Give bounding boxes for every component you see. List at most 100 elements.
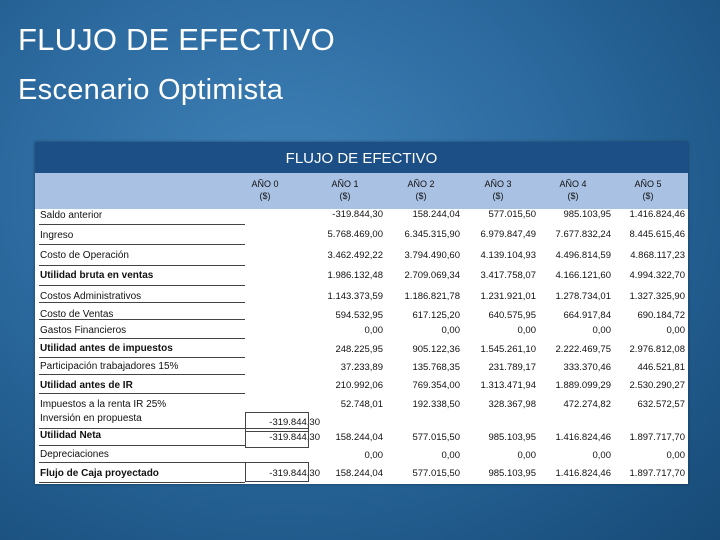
row-label: Costo de Ventas bbox=[40, 309, 114, 320]
column-header-year-5: AÑO 5 ($) bbox=[634, 179, 662, 201]
cell-year-4: 664.917,84 bbox=[563, 310, 611, 321]
row-divider bbox=[39, 374, 245, 375]
cell-year-3: 985.103,95 bbox=[488, 432, 536, 443]
cell-year-3: 640.575,95 bbox=[488, 310, 536, 321]
cell-year-5: 2.530.290,27 bbox=[629, 380, 685, 391]
cell-year-3: 231.789,17 bbox=[488, 362, 536, 373]
row-label: Ingreso bbox=[40, 230, 74, 241]
row-label: Utilidad antes de impuestos bbox=[40, 343, 173, 354]
row-label: Utilidad antes de IR bbox=[40, 380, 133, 391]
row-label: Gastos Financieros bbox=[40, 325, 127, 336]
cell-year-4: 333.370,46 bbox=[563, 362, 611, 373]
cell-year-3: 3.417.758,07 bbox=[480, 270, 536, 281]
cell-year-0: -319.844,30 bbox=[269, 432, 320, 443]
column-header-year-3: AÑO 3 ($) bbox=[484, 179, 512, 201]
cell-year-1: 158.244,04 bbox=[335, 468, 383, 479]
cell-year-5: 1.897.717,70 bbox=[629, 432, 685, 443]
row-label: Costos Administrativos bbox=[40, 291, 142, 302]
cell-year-1: -319.844,30 bbox=[332, 209, 383, 220]
column-header-band: AÑO 0 ($) AÑO 1 ($) AÑO 2 ($) AÑO 3 ($) AÑO … bbox=[35, 173, 688, 209]
cell-year-2: 577.015,50 bbox=[412, 432, 460, 443]
cell-year-3: 4.139.104,93 bbox=[480, 250, 536, 261]
row-divider bbox=[39, 224, 245, 225]
row-divider bbox=[39, 428, 245, 429]
row-divider bbox=[39, 482, 245, 483]
cell-year-4: 1.416.824,46 bbox=[555, 432, 611, 443]
cell-year-3: 577.015,50 bbox=[488, 209, 536, 220]
cell-year-4: 0,00 bbox=[592, 325, 612, 336]
cell-year-5: 632.572,57 bbox=[637, 399, 685, 410]
cell-year-1: 37.233,89 bbox=[340, 362, 383, 373]
slide-subtitle: Escenario Optimista bbox=[18, 74, 284, 106]
cash-flow-table: FLUJO DE EFECTIVO AÑO 0 ($) AÑO 1 ($) AÑO … bbox=[35, 142, 688, 484]
cell-year-4: 4.166.121,60 bbox=[555, 270, 611, 281]
cell-year-3: 328.367,98 bbox=[488, 399, 536, 410]
cell-year-1: 248.225,95 bbox=[335, 344, 383, 355]
cell-year-2: 617.125,20 bbox=[412, 310, 460, 321]
row-divider bbox=[39, 244, 245, 245]
row-label: Inversión en propuesta bbox=[40, 413, 142, 424]
row-divider bbox=[39, 338, 245, 339]
cell-year-3: 985.103,95 bbox=[488, 468, 536, 479]
cell-year-4: 985.103,95 bbox=[563, 209, 611, 220]
cell-year-3: 1.545.261,10 bbox=[480, 344, 536, 355]
row-divider bbox=[39, 302, 245, 303]
cell-year-2: 1.186.821,78 bbox=[404, 291, 460, 302]
cell-year-5: 690.184,72 bbox=[637, 310, 685, 321]
cell-year-2: 6.345.315,90 bbox=[404, 229, 460, 240]
row-divider bbox=[39, 462, 245, 463]
row-label: Depreciaciones bbox=[40, 449, 109, 460]
cell-year-5: 0,00 bbox=[666, 450, 686, 461]
row-divider bbox=[39, 357, 245, 358]
cell-year-1: 5.768.469,00 bbox=[327, 229, 383, 240]
column-header-year-4: AÑO 4 ($) bbox=[559, 179, 587, 201]
cell-year-5: 4.868.117,23 bbox=[630, 250, 685, 261]
year-0-cell-border bbox=[245, 462, 309, 482]
cell-year-3: 6.979.847,49 bbox=[480, 229, 536, 240]
cell-year-2: 905.122,36 bbox=[412, 344, 460, 355]
cell-year-4: 7.677.832,24 bbox=[555, 229, 611, 240]
row-label: Saldo anterior bbox=[40, 210, 103, 221]
cell-year-5: 0,00 bbox=[666, 325, 686, 336]
cell-year-3: 1.313.471,94 bbox=[480, 380, 536, 391]
row-label: Participación trabajadores 15% bbox=[40, 361, 179, 372]
cell-year-4: 2.222.469,75 bbox=[555, 344, 611, 355]
cell-year-5: 1.327.325,90 bbox=[629, 291, 685, 302]
cell-year-1: 3.462.492,22 bbox=[327, 250, 383, 261]
cell-year-3: 1.231.921,01 bbox=[480, 291, 536, 302]
column-header-year-2: AÑO 2 ($) bbox=[407, 179, 435, 201]
cell-year-2: 577.015,50 bbox=[412, 468, 460, 479]
cell-year-4: 1.416.824,46 bbox=[555, 468, 611, 479]
cell-year-4: 1.889.099,29 bbox=[555, 380, 611, 391]
slide-title: FLUJO DE EFECTIVO bbox=[18, 22, 335, 57]
cell-year-0: -319.844,30 bbox=[269, 417, 320, 428]
row-divider bbox=[39, 319, 245, 320]
cell-year-5: 446.521,81 bbox=[637, 362, 685, 373]
cell-year-5: 1.416.824,46 bbox=[629, 209, 685, 220]
row-divider bbox=[39, 265, 245, 266]
cell-year-5: 2.976.812,08 bbox=[629, 344, 685, 355]
row-label: Flujo de Caja proyectado bbox=[40, 468, 159, 479]
column-header-year-1: AÑO 1 ($) bbox=[331, 179, 359, 201]
cell-year-1: 210.992,06 bbox=[335, 380, 383, 391]
row-label: Utilidad bruta en ventas bbox=[40, 270, 154, 281]
cell-year-5: 4.994.322,70 bbox=[629, 270, 685, 281]
cell-year-0: -319.844,30 bbox=[269, 468, 320, 479]
cell-year-1: 0,00 bbox=[364, 450, 384, 461]
cell-year-1: 52.748,01 bbox=[340, 399, 383, 410]
cell-year-3: 0,00 bbox=[517, 450, 537, 461]
cell-year-5: 1.897.717,70 bbox=[629, 468, 685, 479]
cell-year-2: 769.354,00 bbox=[412, 380, 460, 391]
row-divider bbox=[39, 393, 245, 394]
row-label: Utilidad Neta bbox=[40, 430, 102, 441]
cell-year-1: 594.532,95 bbox=[335, 310, 383, 321]
cell-year-2: 158.244,04 bbox=[412, 209, 460, 220]
cell-year-5: 8.445.615,46 bbox=[629, 229, 685, 240]
cell-year-2: 192.338,50 bbox=[412, 399, 460, 410]
year-0-cell-border bbox=[245, 412, 309, 432]
row-divider bbox=[39, 285, 245, 286]
cell-year-1: 1.143.373,59 bbox=[327, 291, 383, 302]
row-label: Costo de Operación bbox=[40, 250, 129, 261]
year-0-cell-border bbox=[245, 428, 309, 448]
cell-year-2: 135.768,35 bbox=[412, 362, 460, 373]
